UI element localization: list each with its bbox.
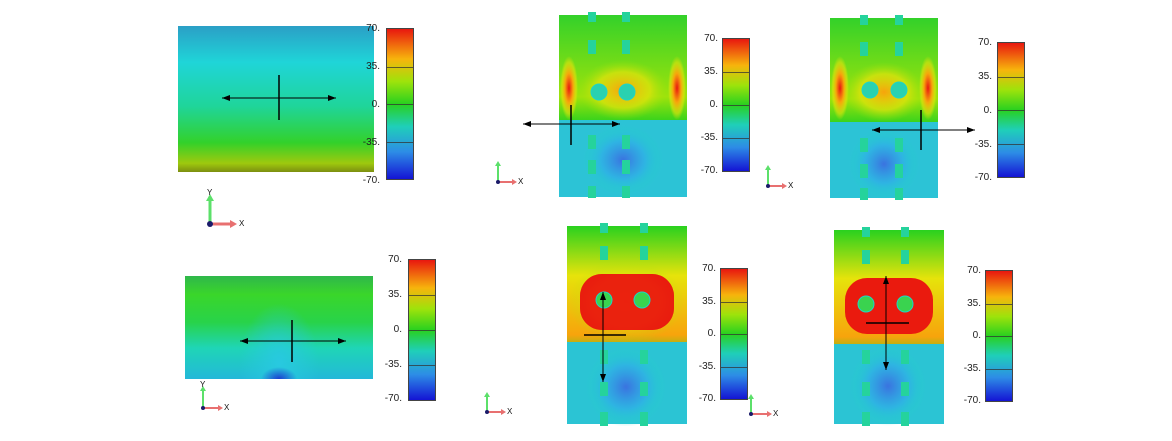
axis-triad-1: Y X bbox=[202, 188, 245, 228]
axis-triad-icon bbox=[206, 194, 237, 228]
axis-x-label: X bbox=[788, 181, 794, 190]
cbar5-label-2: 0. bbox=[707, 328, 716, 339]
color-scale-tick bbox=[387, 141, 413, 143]
cbar4-label-2: 0. bbox=[393, 324, 402, 335]
cbar6-label-1: 35. bbox=[967, 298, 981, 309]
color-scale-2 bbox=[722, 38, 750, 172]
axis-x-label: X bbox=[224, 403, 230, 412]
axis-triad-icon bbox=[765, 165, 787, 189]
color-scale-tick bbox=[998, 143, 1024, 145]
cbar2-label-0: 70. bbox=[704, 33, 718, 44]
axis-triad-6: X bbox=[744, 390, 784, 430]
color-scale-tick bbox=[387, 66, 413, 68]
axis-triad-4: Y X bbox=[196, 380, 236, 420]
axis-x-label: X bbox=[239, 219, 245, 228]
cbar2-label-2: 0. bbox=[709, 99, 718, 110]
axis-y-label: Y bbox=[200, 380, 206, 389]
axis-x-label: X bbox=[518, 177, 524, 186]
color-scale-tick bbox=[986, 303, 1012, 305]
cbar3-label-2: 0. bbox=[983, 105, 992, 116]
stress-field-plate-2 bbox=[559, 12, 687, 198]
cbar6-label-0: 70. bbox=[967, 265, 981, 276]
stress-field-plate-4 bbox=[185, 276, 373, 379]
color-scale-tick bbox=[387, 104, 413, 105]
cbar4-label-4: -70. bbox=[384, 393, 402, 404]
cbar4-label-0: 70. bbox=[388, 254, 402, 265]
cbar2-label-3: -35. bbox=[700, 132, 718, 143]
cbar1-label-0: 70. bbox=[366, 23, 380, 34]
cbar1-label-1: 35. bbox=[366, 61, 380, 72]
color-scale-5 bbox=[720, 268, 748, 400]
color-scale-tick bbox=[721, 334, 747, 335]
stress-field-plate-3 bbox=[830, 15, 938, 200]
axis-triad-icon bbox=[200, 386, 223, 411]
cbar2-label-1: 35. bbox=[704, 66, 718, 77]
color-scale-tick bbox=[409, 295, 435, 296]
cbar2-label-4: -70. bbox=[700, 165, 718, 176]
axis-triad-5: X bbox=[480, 388, 520, 428]
cbar5-label-4: -70. bbox=[698, 393, 716, 404]
cbar1-label-3: -35. bbox=[362, 137, 380, 148]
color-scale-tick bbox=[721, 366, 747, 368]
cbar3-label-0: 70. bbox=[978, 37, 992, 48]
cbar1-label-4: -70. bbox=[362, 175, 380, 186]
cbar4-label-3: -35. bbox=[384, 359, 402, 370]
cbar5-label-1: 35. bbox=[702, 296, 716, 307]
color-scale-tick bbox=[723, 72, 749, 73]
cbar1-label-2: 0. bbox=[371, 99, 380, 110]
color-scale-tick bbox=[409, 330, 435, 331]
cbar3-label-3: -35. bbox=[974, 139, 992, 150]
axis-triad-icon bbox=[748, 394, 772, 417]
color-scale-tick bbox=[998, 76, 1024, 78]
axis-triad-icon bbox=[484, 392, 506, 415]
axis-triad-icon bbox=[495, 161, 517, 185]
cbar5-label-3: -35. bbox=[698, 361, 716, 372]
color-scale-tick bbox=[723, 105, 749, 106]
color-scale-6 bbox=[985, 270, 1013, 402]
color-scale-tick bbox=[409, 365, 435, 366]
cbar5-label-0: 70. bbox=[702, 263, 716, 274]
color-scale-1 bbox=[386, 28, 414, 180]
color-scale-tick bbox=[998, 110, 1024, 111]
axis-x-label: X bbox=[507, 407, 513, 416]
axis-x-label: X bbox=[773, 409, 779, 418]
color-scale-3 bbox=[997, 42, 1025, 178]
stress-field-plate-5 bbox=[567, 223, 687, 426]
cbar6-label-3: -35. bbox=[963, 363, 981, 374]
stress-field-plate-1 bbox=[178, 26, 374, 172]
color-scale-4 bbox=[408, 259, 436, 401]
cbar3-label-1: 35. bbox=[978, 71, 992, 82]
axis-y-label: Y bbox=[207, 188, 213, 197]
cbar4-label-1: 35. bbox=[388, 289, 402, 300]
axis-triad-3: X bbox=[761, 160, 801, 200]
cbar6-label-2: 0. bbox=[972, 330, 981, 341]
color-scale-tick bbox=[721, 301, 747, 303]
cbar6-label-4: -70. bbox=[963, 395, 981, 406]
color-scale-tick bbox=[986, 336, 1012, 337]
cbar3-label-4: -70. bbox=[974, 172, 992, 183]
stress-field-plate-6 bbox=[834, 227, 944, 426]
color-scale-tick bbox=[986, 368, 1012, 370]
color-scale-tick bbox=[723, 138, 749, 139]
axis-triad-2: X bbox=[491, 156, 531, 196]
